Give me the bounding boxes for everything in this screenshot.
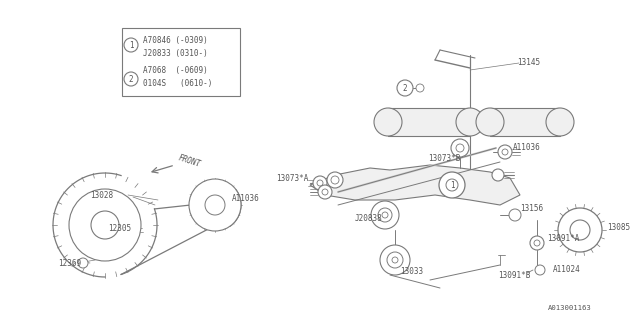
Text: J20838: J20838: [355, 213, 383, 222]
Circle shape: [69, 189, 141, 261]
Circle shape: [318, 185, 332, 199]
Circle shape: [492, 169, 504, 181]
Text: 13073*B: 13073*B: [428, 154, 460, 163]
Circle shape: [416, 84, 424, 92]
Circle shape: [382, 212, 388, 218]
Circle shape: [374, 108, 402, 136]
Text: A11036: A11036: [232, 194, 260, 203]
Circle shape: [558, 208, 602, 252]
Circle shape: [530, 236, 544, 250]
Bar: [490, 108, 560, 136]
Text: 1: 1: [129, 41, 133, 50]
Circle shape: [91, 211, 119, 239]
Text: FRONT: FRONT: [177, 154, 202, 169]
Text: 2: 2: [129, 75, 133, 84]
Circle shape: [439, 172, 465, 198]
Circle shape: [392, 257, 398, 263]
Circle shape: [446, 179, 458, 191]
Text: 13156: 13156: [520, 204, 543, 212]
Circle shape: [317, 180, 323, 186]
Polygon shape: [310, 165, 520, 205]
Text: A7068  (-0609): A7068 (-0609): [143, 66, 208, 75]
Circle shape: [456, 144, 464, 152]
Circle shape: [498, 145, 512, 159]
Circle shape: [78, 258, 88, 268]
Circle shape: [124, 72, 138, 86]
Circle shape: [502, 149, 508, 155]
Text: A11036: A11036: [513, 142, 541, 151]
Circle shape: [327, 172, 343, 188]
Text: 0104S   (0610-): 0104S (0610-): [143, 79, 212, 88]
Circle shape: [331, 176, 339, 184]
Circle shape: [322, 189, 328, 195]
Circle shape: [456, 108, 484, 136]
Text: 1: 1: [450, 180, 454, 189]
Text: A70846 (-0309): A70846 (-0309): [143, 36, 208, 45]
Circle shape: [371, 201, 399, 229]
Circle shape: [509, 209, 521, 221]
Circle shape: [476, 108, 504, 136]
Bar: [122, 28, 240, 96]
Circle shape: [451, 139, 469, 157]
Circle shape: [380, 245, 410, 275]
Circle shape: [535, 265, 545, 275]
Circle shape: [546, 108, 574, 136]
Text: 13028: 13028: [90, 190, 113, 199]
Text: 13145: 13145: [517, 58, 540, 67]
Text: 13033: 13033: [400, 268, 423, 276]
Text: 13085: 13085: [607, 222, 630, 231]
Circle shape: [570, 220, 590, 240]
Bar: [388, 108, 470, 136]
Text: A11024: A11024: [553, 266, 580, 275]
Text: A013001163: A013001163: [548, 305, 592, 311]
Circle shape: [378, 208, 392, 222]
Text: 12369: 12369: [58, 259, 81, 268]
Text: 13073*A: 13073*A: [276, 173, 308, 182]
Circle shape: [397, 80, 413, 96]
Text: 2: 2: [403, 84, 407, 92]
Text: 13091*A: 13091*A: [547, 234, 579, 243]
Circle shape: [387, 252, 403, 268]
Circle shape: [189, 179, 241, 231]
Text: J20833 (0310-): J20833 (0310-): [143, 49, 208, 58]
Circle shape: [313, 176, 327, 190]
Circle shape: [205, 195, 225, 215]
Text: 12305: 12305: [108, 223, 131, 233]
Circle shape: [534, 240, 540, 246]
Circle shape: [124, 38, 138, 52]
Text: 13091*B: 13091*B: [498, 270, 531, 279]
